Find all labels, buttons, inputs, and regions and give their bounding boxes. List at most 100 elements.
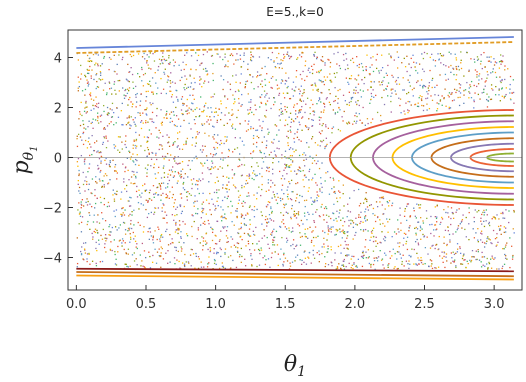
orbit-point — [224, 213, 226, 215]
orbit-point — [91, 69, 93, 71]
orbit-point — [236, 210, 238, 212]
orbit-point — [112, 189, 114, 191]
orbit-point — [383, 103, 386, 106]
orbit-point — [440, 54, 443, 57]
orbit-point — [490, 98, 493, 100]
orbit-point — [221, 152, 223, 154]
orbit-point — [430, 265, 432, 267]
orbit-point — [192, 110, 194, 112]
orbit-point — [268, 131, 270, 134]
orbit-point — [359, 216, 362, 218]
orbit-point — [267, 128, 269, 130]
orbit-point — [106, 174, 108, 177]
orbit-point — [79, 211, 81, 213]
orbit-point — [264, 115, 266, 117]
orbit-point — [461, 257, 464, 260]
orbit-point — [227, 156, 230, 158]
orbit-point — [141, 242, 144, 245]
orbit-point — [397, 267, 399, 270]
orbit-point — [308, 179, 310, 181]
orbit-point — [376, 206, 379, 208]
orbit-point — [224, 53, 226, 55]
orbit-point — [296, 244, 298, 246]
orbit-point — [463, 90, 465, 92]
orbit-point — [82, 242, 85, 244]
orbit-point — [454, 259, 456, 261]
orbit-point — [303, 261, 305, 264]
orbit-point — [245, 130, 248, 132]
orbit-point — [181, 148, 184, 150]
orbit-point — [296, 254, 299, 256]
orbit-point — [501, 60, 504, 63]
orbit-point — [86, 198, 88, 200]
orbit-point — [283, 222, 285, 225]
orbit-point — [437, 266, 440, 268]
x-tick-label: 1.0 — [205, 297, 226, 312]
orbit-point — [212, 62, 214, 65]
orbit-point — [298, 109, 301, 111]
orbit-point — [370, 263, 372, 266]
orbit-point — [272, 162, 274, 164]
orbit-point — [281, 67, 283, 70]
orbit-point — [147, 90, 149, 93]
orbit-point — [499, 100, 501, 102]
orbit-point — [350, 97, 353, 99]
orbit-point — [253, 249, 256, 251]
orbit-point — [278, 140, 280, 142]
orbit-point — [180, 109, 183, 111]
orbit-point — [127, 227, 130, 230]
orbit-point — [216, 251, 218, 253]
orbit-point — [91, 121, 93, 124]
orbit-point — [498, 61, 501, 63]
orbit-point — [291, 161, 294, 163]
orbit-point — [468, 238, 470, 241]
orbit-point — [439, 100, 441, 102]
orbit-point — [87, 85, 89, 87]
orbit-point — [199, 242, 201, 244]
orbit-point — [108, 82, 111, 84]
orbit-point — [167, 76, 170, 78]
orbit-point — [158, 148, 160, 151]
orbit-point — [216, 147, 219, 149]
orbit-point — [241, 163, 243, 166]
orbit-point — [334, 259, 336, 261]
orbit-point — [350, 78, 352, 80]
orbit-point — [148, 212, 150, 215]
orbit-point — [379, 219, 381, 221]
orbit-point — [231, 169, 233, 171]
orbit-point — [327, 127, 329, 129]
y-tick-label: −4 — [43, 252, 62, 267]
orbit-point — [468, 211, 470, 214]
orbit-point — [310, 197, 312, 199]
orbit-point — [183, 263, 186, 265]
orbit-point — [313, 54, 315, 56]
orbit-point — [161, 155, 164, 158]
orbit-point — [195, 136, 197, 138]
orbit-point — [118, 240, 121, 242]
orbit-point — [185, 143, 187, 145]
orbit-point — [127, 266, 129, 268]
orbit-point — [305, 158, 308, 160]
orbit-point — [150, 235, 153, 237]
orbit-point — [247, 109, 249, 111]
orbit-point — [440, 221, 442, 224]
orbit-point — [190, 55, 193, 57]
orbit-point — [186, 110, 188, 112]
orbit-point — [393, 59, 395, 61]
orbit-point — [265, 259, 267, 261]
orbit-point — [244, 83, 247, 85]
orbit-point — [387, 202, 389, 204]
orbit-point — [249, 219, 251, 221]
orbit-point — [351, 264, 353, 266]
orbit-point — [380, 120, 382, 122]
orbit-point — [202, 149, 204, 151]
orbit-point — [293, 210, 296, 212]
orbit-point — [268, 170, 270, 173]
orbit-point — [89, 93, 91, 96]
orbit-point — [125, 166, 127, 168]
orbit-point — [125, 135, 127, 137]
orbit-point — [452, 67, 454, 69]
orbit-point — [154, 207, 157, 210]
orbit-point — [126, 79, 128, 81]
orbit-point — [415, 81, 418, 84]
